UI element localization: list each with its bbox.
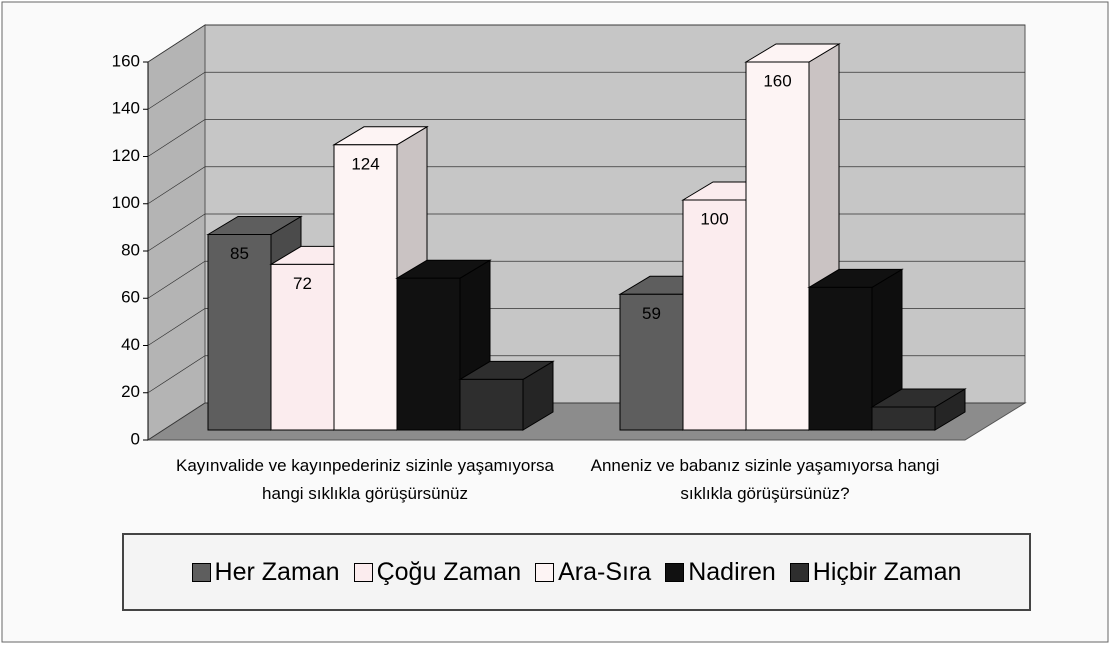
legend-swatch xyxy=(353,562,373,582)
data-label: 124 xyxy=(351,154,379,173)
y-tick-label: 100 xyxy=(112,193,140,212)
y-tick-label: 160 xyxy=(112,51,140,70)
data-label: 59 xyxy=(642,304,661,323)
legend-swatch xyxy=(191,562,211,582)
grid-line xyxy=(147,24,1025,63)
bar xyxy=(871,406,936,431)
legend-item: Ara-Sıra xyxy=(535,558,651,587)
bar xyxy=(619,293,684,431)
data-label: 85 xyxy=(230,244,249,263)
legend-label: Her Zaman xyxy=(214,557,340,586)
y-tick-label: 60 xyxy=(121,288,140,307)
legend-item: Nadiren xyxy=(665,558,776,587)
legend-swatch xyxy=(789,562,809,582)
bar xyxy=(270,263,335,431)
legend-label: Nadiren xyxy=(688,557,776,586)
legend-swatch xyxy=(535,562,555,582)
bar xyxy=(808,286,873,431)
y-tick-label: 0 xyxy=(131,429,140,448)
legend-label: Ara-Sıra xyxy=(558,557,652,586)
legend-item: Çoğu Zaman xyxy=(353,557,522,587)
bar xyxy=(333,144,398,431)
data-label: 72 xyxy=(293,274,312,293)
x-tick-label: Kayınvalide ve kayınpederiniz sizinle ya… xyxy=(176,456,554,503)
bar xyxy=(745,61,810,431)
data-label: 100 xyxy=(700,209,728,228)
bar xyxy=(207,234,272,431)
legend-item: Hiçbir Zaman xyxy=(789,557,962,587)
legend-label: Çoğu Zaman xyxy=(376,557,522,586)
bar xyxy=(682,199,747,431)
legend-label: Hiçbir Zaman xyxy=(812,557,962,586)
y-tick-label: 20 xyxy=(121,382,140,401)
bar xyxy=(396,277,461,431)
legend-swatch xyxy=(665,562,685,582)
data-label: 160 xyxy=(763,71,791,90)
y-tick-label: 120 xyxy=(112,146,140,165)
bar xyxy=(459,378,524,431)
y-tick-label: 80 xyxy=(121,240,140,259)
x-tick-label: Anneniz ve babanız sizinle yaşamıyorsa h… xyxy=(590,456,940,503)
legend: Her Zaman Çoğu Zaman Ara-Sıra Nadiren Hiçbir… xyxy=(122,533,1031,611)
legend-item: Her Zaman xyxy=(191,557,340,587)
y-tick-label: 140 xyxy=(112,99,140,118)
y-tick-label: 40 xyxy=(121,335,140,354)
